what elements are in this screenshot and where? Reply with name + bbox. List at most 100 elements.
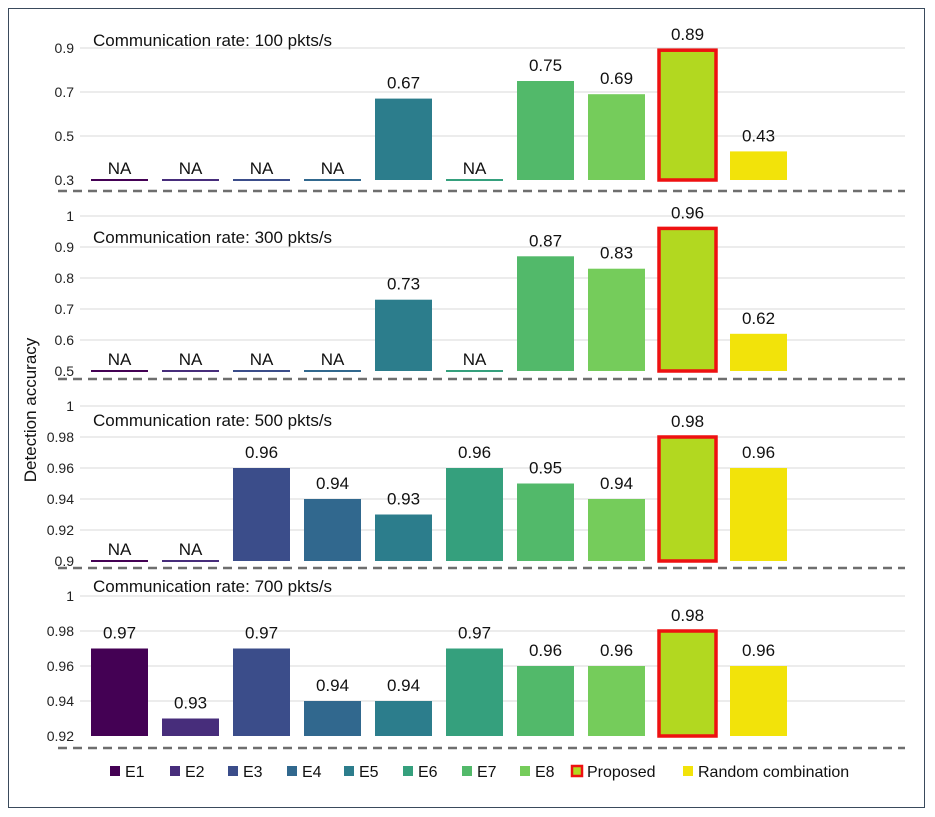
legend-item: E4 [287,764,322,781]
data-label: 0.83 [600,244,633,263]
legend-label: E3 [243,764,263,781]
data-label: NA [463,159,487,178]
data-label: 0.97 [103,624,136,643]
data-label: 0.97 [458,624,491,643]
bar-e4 [304,701,361,736]
bar-proposed [657,226,718,373]
data-label: 0.93 [387,490,420,509]
legend-swatch [683,766,693,776]
legend-label: Random combination [698,764,849,781]
data-label: 0.43 [742,126,775,145]
y-tick-label: 0.7 [55,84,75,100]
data-label: 0.94 [316,676,349,695]
legend-label: Proposed [587,764,656,781]
data-label: NA [250,159,274,178]
bar-e1 [91,648,148,736]
legend-item: E6 [403,764,438,781]
legend-item: E1 [110,764,145,781]
y-tick-label: 0.96 [47,658,74,674]
legend-item: E7 [462,764,497,781]
data-label: NA [179,159,203,178]
y-tick-label: 0.5 [55,128,75,144]
legend-label: E2 [185,764,205,781]
legend-label: E4 [302,764,322,781]
data-label: NA [463,350,487,369]
legend-item: Proposed [570,764,656,781]
data-label: NA [108,159,132,178]
y-tick-label: 0.9 [55,553,75,569]
y-tick-label: 1 [66,208,74,224]
data-label: 0.96 [671,203,704,222]
legend-item: E8 [520,764,555,781]
data-label: 0.96 [742,443,775,462]
data-label: 0.94 [600,474,633,493]
data-label: 0.67 [387,74,420,93]
data-label: NA [179,540,203,559]
y-tick-label: 0.94 [47,693,74,709]
legend-item: E5 [344,764,379,781]
legend-swatch [170,766,180,776]
bar-e7 [517,483,574,561]
panel-4: 0.92 0.94 0.96 0.98 1 0.97 0.93 0.97 0.94 0.94 0.9… [47,577,905,750]
panel-title: Communication rate: 100 pkts/s [93,31,332,50]
data-label: 0.75 [529,56,562,75]
bar-e5 [375,701,432,736]
legend: E1 E2 E3 E4 E5 E6 E7 E8 Proposed Random combinati… [110,764,849,781]
data-label: NA [321,159,345,178]
bar-e5 [375,299,432,371]
y-tick-label: 1 [66,398,74,414]
bar-proposed [657,629,718,738]
panel-title: Communication rate: 300 pkts/s [93,228,332,247]
bar-proposed [657,435,718,563]
data-label: NA [108,350,132,369]
legend-item: E3 [228,764,263,781]
bar-random-combination [730,468,787,561]
bar-e8 [588,666,645,736]
bar-e8 [588,499,645,561]
y-tick-label: 0.3 [55,172,75,188]
legend-swatch [110,766,120,776]
legend-label: E6 [418,764,438,781]
bar-random-combination [730,151,787,180]
panel-title: Communication rate: 500 pkts/s [93,411,332,430]
data-label: NA [179,350,203,369]
data-label: 0.93 [174,694,207,713]
data-label: 0.94 [316,474,349,493]
data-label: NA [250,350,274,369]
data-label: 0.96 [245,443,278,462]
y-tick-label: 0.98 [47,429,74,445]
legend-swatch [520,766,530,776]
data-label: 0.73 [387,275,420,294]
y-tick-label: 1 [66,588,74,604]
bar-random-combination [730,666,787,736]
y-tick-label: 0.98 [47,623,74,639]
data-label: 0.98 [671,412,704,431]
data-label: 0.94 [387,676,420,695]
y-axis-label: Detection accuracy [21,337,40,482]
data-label: 0.96 [600,641,633,660]
bar-proposed [657,48,718,182]
panel-1: 0.3 0.5 0.7 0.9 NA NA NA NA 0.67 NA 0.75 0.69 0.89 0.… [55,25,905,193]
y-tick-label: 0.9 [55,40,75,56]
bar-e3 [233,468,290,561]
bar-e6 [446,468,503,561]
bar-e7 [517,666,574,736]
bar-e8 [588,94,645,180]
bar-e7 [517,256,574,371]
legend-swatch [462,766,472,776]
data-label: NA [321,350,345,369]
bar-e7 [517,81,574,180]
data-label: 0.89 [671,25,704,44]
y-tick-label: 0.92 [47,522,74,538]
data-label: NA [108,540,132,559]
y-tick-label: 0.8 [55,270,75,286]
bar-random-combination [730,333,787,371]
legend-swatch [403,766,413,776]
panel-2: 0.5 0.6 0.7 0.8 0.9 1 NA NA NA NA 0.73 NA 0.87 0.83 0.… [55,203,905,381]
bar-e4 [304,499,361,561]
legend-label: E8 [535,764,555,781]
legend-label: E1 [125,764,145,781]
y-tick-label: 0.5 [55,363,75,379]
legend-swatch [228,766,238,776]
data-label: 0.87 [529,231,562,250]
